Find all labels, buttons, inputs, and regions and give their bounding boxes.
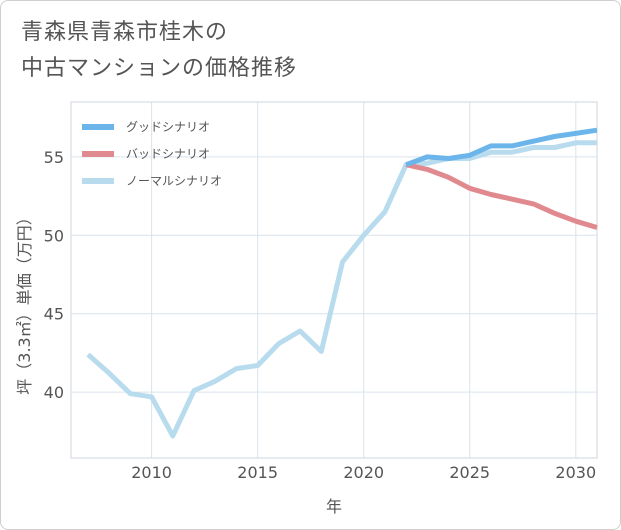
chart-title-line2: 中古マンションの価格推移 — [21, 56, 298, 81]
x-tick-label: 2015 — [237, 463, 278, 482]
legend-label[interactable]: バッドシナリオ — [126, 147, 210, 161]
axes: 2010 2015 2020 2025 2030 40 45 50 55 — [44, 148, 597, 482]
y-axis-label: 坪（3.3㎡）単価（万円） — [15, 209, 34, 394]
series-line-2 — [86, 140, 597, 439]
series-lines — [86, 127, 598, 439]
legend-label[interactable]: グッドシナリオ — [126, 120, 210, 134]
x-tick-label: 2025 — [449, 463, 490, 482]
y-tick-label: 45 — [44, 305, 64, 324]
x-tick-label: 2010 — [131, 463, 172, 482]
x-axis-label: 年 — [326, 497, 342, 516]
chart-title-line1: 青森県青森市桂木の — [21, 20, 229, 45]
y-tick-label: 55 — [44, 148, 64, 167]
x-tick-label: 2020 — [343, 463, 384, 482]
legend-label[interactable]: ノーマルシナリオ — [126, 174, 222, 188]
y-tick-label: 40 — [44, 383, 64, 402]
y-tick-label: 50 — [44, 226, 64, 245]
plot-frame — [70, 101, 598, 459]
series-line-0 — [405, 127, 598, 168]
chart-title: 青森県青森市桂木の 中古マンションの価格推移 — [21, 15, 581, 87]
x-tick-label: 2030 — [555, 463, 596, 482]
series-line-1 — [405, 162, 598, 230]
